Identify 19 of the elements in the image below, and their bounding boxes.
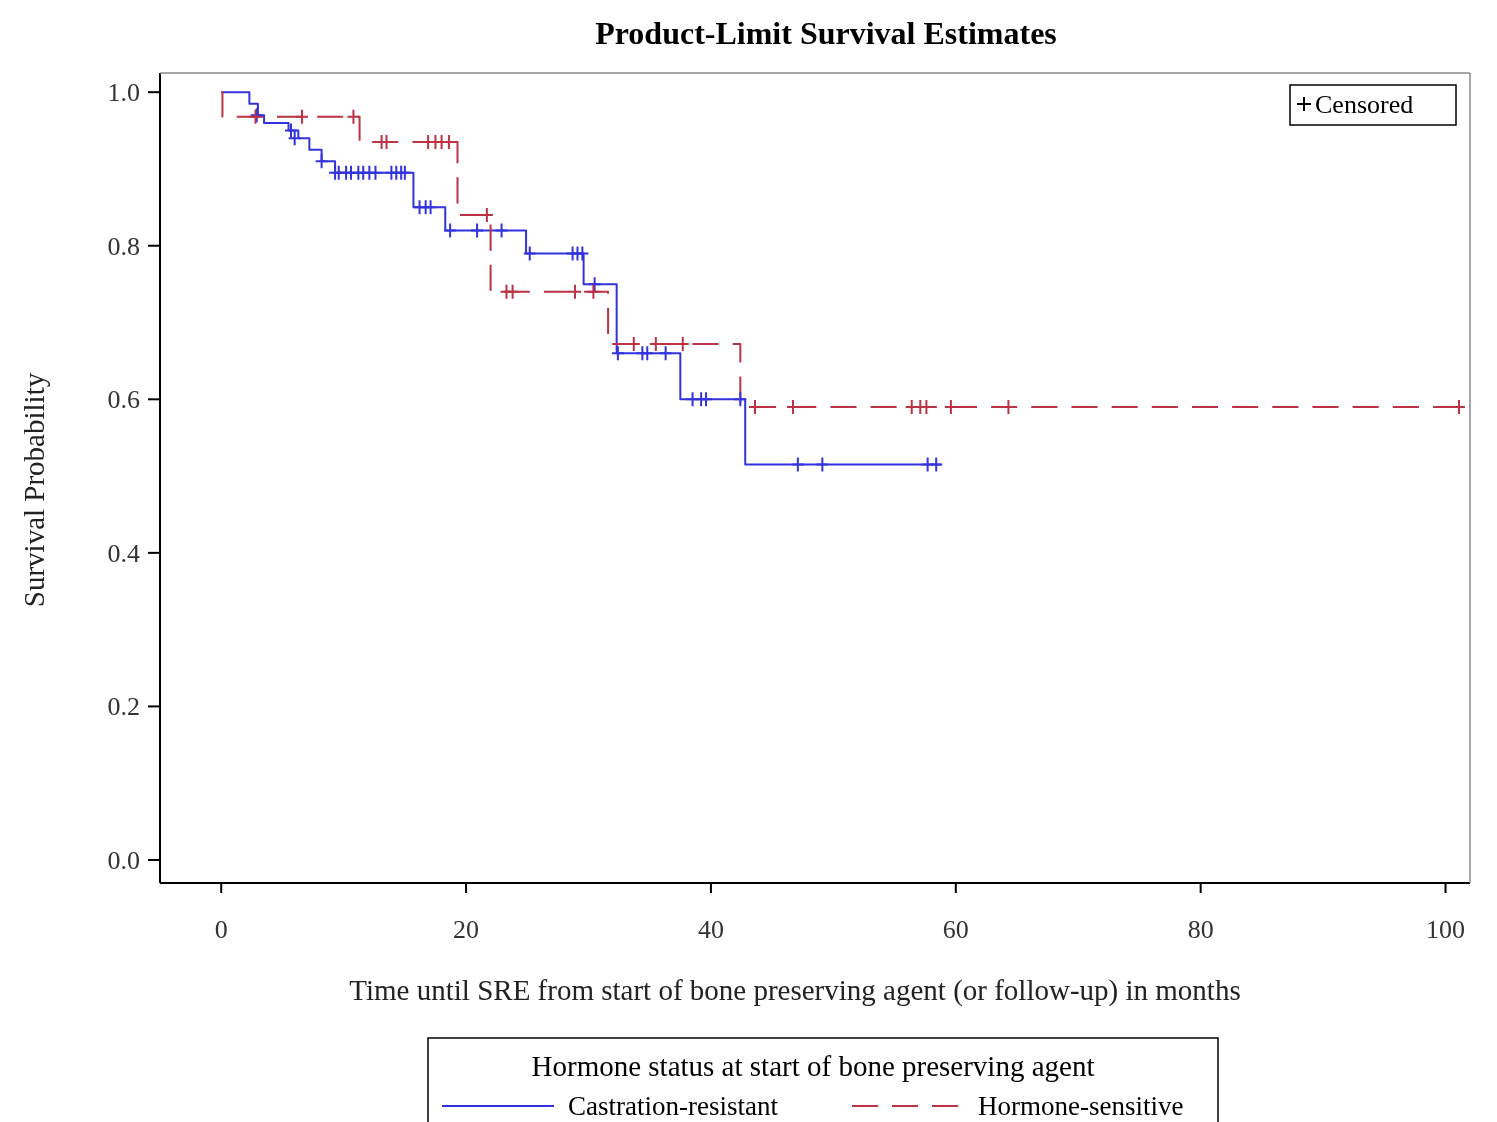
y-tick-label: 0.0 (107, 845, 140, 875)
y-tick-label: 0.2 (107, 692, 140, 722)
y-tick-label: 1.0 (107, 78, 140, 108)
y-tick-label: 0.6 (107, 385, 140, 415)
legend-label: Castration-resistant (568, 1091, 779, 1121)
y-tick-label: 0.8 (107, 231, 140, 261)
y-tick-label: 0.4 (107, 538, 140, 568)
x-tick-label: 20 (453, 915, 480, 944)
x-tick-label: 40 (697, 915, 724, 944)
legend-label: Hormone-sensitive (978, 1091, 1184, 1121)
annotation: Censored (1315, 90, 1414, 119)
legend-title: Hormone status at start of bone preserving agent (531, 1050, 1095, 1082)
chart-title: Product-Limit Survival Estimates (595, 15, 1057, 51)
x-tick-label: 60 (942, 915, 969, 944)
x-axis-title: Time until SRE from start of bone preserving agent (or follow-up) in months (349, 974, 1241, 1007)
y-axis-title: Survival Probability (18, 372, 50, 608)
x-tick-label: 100 (1426, 915, 1466, 944)
x-tick-label: 80 (1187, 915, 1214, 944)
x-tick-label: 0 (214, 915, 228, 944)
